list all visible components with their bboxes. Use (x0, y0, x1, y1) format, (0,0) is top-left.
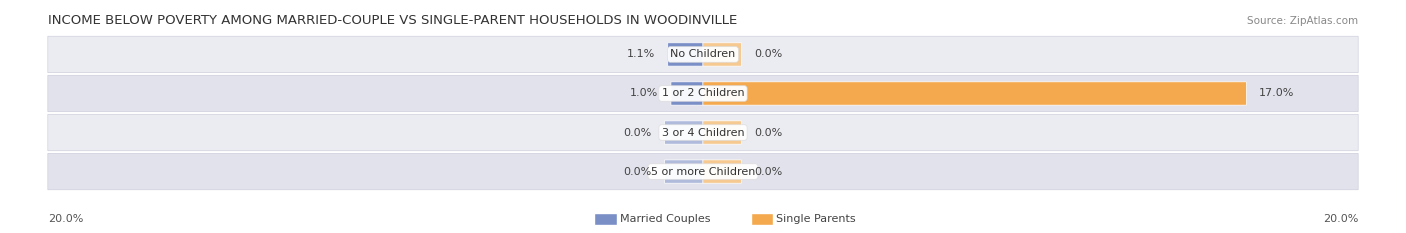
Text: INCOME BELOW POVERTY AMONG MARRIED-COUPLE VS SINGLE-PARENT HOUSEHOLDS IN WOODINV: INCOME BELOW POVERTY AMONG MARRIED-COUPL… (48, 14, 737, 27)
Text: 5 or more Children: 5 or more Children (651, 167, 755, 177)
FancyBboxPatch shape (595, 213, 617, 225)
FancyBboxPatch shape (703, 43, 741, 66)
Text: 20.0%: 20.0% (48, 214, 83, 224)
Text: 20.0%: 20.0% (1323, 214, 1358, 224)
Text: Source: ZipAtlas.com: Source: ZipAtlas.com (1247, 16, 1358, 26)
Text: 17.0%: 17.0% (1258, 89, 1295, 99)
FancyBboxPatch shape (703, 121, 741, 144)
Text: 3 or 4 Children: 3 or 4 Children (662, 127, 744, 137)
Text: No Children: No Children (671, 49, 735, 59)
Text: 1 or 2 Children: 1 or 2 Children (662, 89, 744, 99)
Text: 0.0%: 0.0% (624, 167, 652, 177)
Text: 0.0%: 0.0% (754, 167, 782, 177)
Text: Single Parents: Single Parents (776, 214, 856, 224)
Text: 1.0%: 1.0% (630, 89, 658, 99)
FancyBboxPatch shape (703, 160, 741, 183)
FancyBboxPatch shape (48, 153, 1358, 190)
FancyBboxPatch shape (48, 36, 1358, 73)
Text: 1.1%: 1.1% (627, 49, 655, 59)
FancyBboxPatch shape (703, 82, 1246, 105)
Text: 0.0%: 0.0% (754, 49, 782, 59)
FancyBboxPatch shape (48, 114, 1358, 151)
FancyBboxPatch shape (668, 43, 703, 66)
Text: 0.0%: 0.0% (754, 127, 782, 137)
FancyBboxPatch shape (665, 121, 703, 144)
Text: 0.0%: 0.0% (624, 127, 652, 137)
Text: Married Couples: Married Couples (620, 214, 710, 224)
FancyBboxPatch shape (48, 75, 1358, 112)
FancyBboxPatch shape (751, 213, 773, 225)
FancyBboxPatch shape (665, 160, 703, 183)
FancyBboxPatch shape (671, 82, 703, 105)
